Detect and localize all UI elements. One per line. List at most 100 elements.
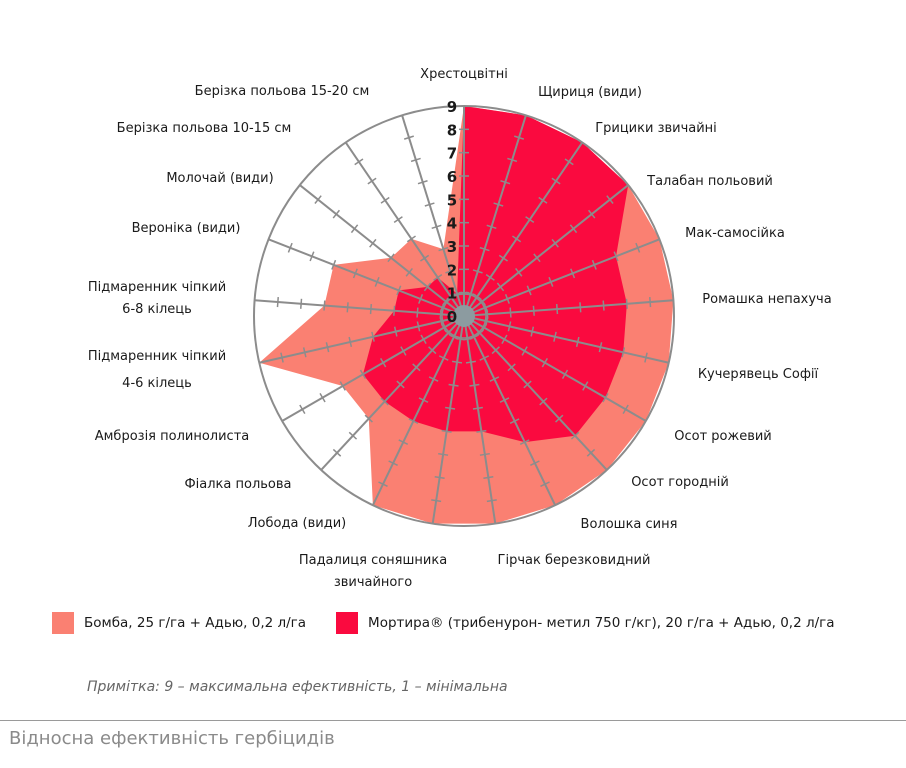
spoke-tick xyxy=(348,431,358,440)
spoke-tick xyxy=(514,135,525,140)
spoke-tick xyxy=(299,404,306,415)
spoke-tick xyxy=(350,224,359,234)
spoke-tick xyxy=(525,216,535,224)
spoke-tick xyxy=(280,352,284,363)
spoke-tick xyxy=(598,342,603,353)
spoke-tick xyxy=(591,259,597,270)
spoke-tick xyxy=(448,383,459,387)
spoke-tick xyxy=(555,303,559,315)
spoke-tick xyxy=(387,253,395,263)
spoke-tick xyxy=(393,216,403,224)
spoke-tick xyxy=(332,209,341,219)
spoke-tick xyxy=(587,209,596,219)
spoke-tick xyxy=(438,452,449,456)
spoke-tick xyxy=(539,397,548,406)
spoke-tick xyxy=(507,321,512,332)
spoke-tick xyxy=(602,392,609,403)
spoke-tick xyxy=(570,268,576,279)
spoke-tick xyxy=(302,347,307,358)
spoke-tick xyxy=(509,418,520,424)
spoke-tick xyxy=(388,460,398,467)
spoke-tick xyxy=(476,429,487,433)
spoke-18 xyxy=(299,184,465,317)
spoke-20 xyxy=(401,115,465,317)
spoke-tick xyxy=(276,297,279,308)
spoke-15 xyxy=(259,315,465,364)
spoke-tick xyxy=(483,476,494,479)
spoke-tick xyxy=(606,195,614,204)
spoke-tick xyxy=(371,331,375,342)
spoke-tick xyxy=(405,267,413,277)
spoke-tick xyxy=(398,439,409,445)
spoke-7 xyxy=(463,315,647,422)
spoke-tick xyxy=(479,355,490,361)
category-label-12: Лобода (види) xyxy=(248,516,346,531)
spoke-tick xyxy=(486,499,497,503)
spoke-tick xyxy=(472,269,483,274)
spoke-tick xyxy=(485,274,495,281)
spoke-tick xyxy=(287,242,293,253)
spoke-tick xyxy=(564,158,574,166)
spoke-tick xyxy=(412,363,421,372)
spoke-tick xyxy=(504,294,510,304)
category-label-2: Грицики звичайні xyxy=(595,121,717,136)
category-label-10: Гірчак березковидний xyxy=(498,553,651,568)
category-label-7: Осот рожевий xyxy=(674,429,772,444)
spoke-tick xyxy=(540,481,550,488)
legend-swatch-bomba xyxy=(52,612,74,634)
spoke-19 xyxy=(344,141,465,317)
spoke-5 xyxy=(463,299,674,317)
spoke-tick xyxy=(416,321,421,332)
spoke-tick xyxy=(551,238,559,248)
spoke-tick xyxy=(403,135,414,140)
spoke-tick xyxy=(420,254,430,262)
spoke-tick xyxy=(431,224,442,230)
spoke-17 xyxy=(268,238,465,317)
legend-item-bomba: Бомба, 25 г/га + Адью, 0,2 л/га xyxy=(52,612,306,634)
spoke-tick xyxy=(499,397,510,403)
spoke-tick xyxy=(479,452,490,456)
spoke-tick xyxy=(445,269,456,274)
tick-label-7: 7 xyxy=(447,145,457,163)
spoke-tick xyxy=(410,157,421,163)
spoke-tick xyxy=(532,305,535,316)
spoke-tick xyxy=(530,460,540,467)
radial-tick-labels: 0 1 2 3 4 5 6 7 8 9 xyxy=(447,98,457,326)
spoke-tick xyxy=(408,418,419,424)
category-label-5: Ромашка непахуча xyxy=(702,292,831,307)
category-label-0: Хрестоцвітні xyxy=(420,67,508,82)
radar-grid xyxy=(253,105,675,527)
spoke-tick xyxy=(400,346,407,356)
spoke-tick xyxy=(423,282,432,292)
spoke-tick xyxy=(472,406,483,410)
spoke-tick xyxy=(451,360,463,364)
category-label-1: Щириця (види) xyxy=(538,85,642,100)
spoke-tick xyxy=(649,297,652,308)
category-label-6: Кучерявець Софії xyxy=(698,367,819,382)
center-disc xyxy=(453,305,475,327)
category-label-13: Фіалка польова xyxy=(184,477,291,492)
spoke-tick xyxy=(533,253,541,263)
legend-label-mortyra: Мортира® (трибенурон- метил 750 г/кг), 2… xyxy=(368,615,835,631)
spoke-tick xyxy=(496,282,505,292)
spoke-4 xyxy=(463,238,660,317)
tick-label-5: 5 xyxy=(447,191,457,209)
category-label-14: Амброзія полинолиста xyxy=(95,429,250,444)
category-label-11: Падалиця соняшника звичайного xyxy=(299,553,447,590)
tick-label-4: 4 xyxy=(447,215,457,233)
tick-label-0: 0 xyxy=(447,308,457,326)
spoke-tick xyxy=(438,355,449,361)
spoke-tick xyxy=(348,336,353,348)
spoke-tick xyxy=(380,397,389,406)
spoke-tick xyxy=(314,195,322,204)
spoke-tick xyxy=(644,352,648,363)
spoke-tick xyxy=(418,397,429,403)
category-label-15: Підмаренник чіпкий 4-6 кілець xyxy=(88,349,226,391)
spoke-16 xyxy=(254,299,465,317)
spoke-12 xyxy=(371,315,465,506)
spoke-tick xyxy=(625,298,628,309)
category-label-8: Осот городній xyxy=(631,475,729,490)
spoke-tick xyxy=(434,476,445,479)
spoke-tick xyxy=(364,414,373,423)
spoke-tick xyxy=(579,302,582,313)
